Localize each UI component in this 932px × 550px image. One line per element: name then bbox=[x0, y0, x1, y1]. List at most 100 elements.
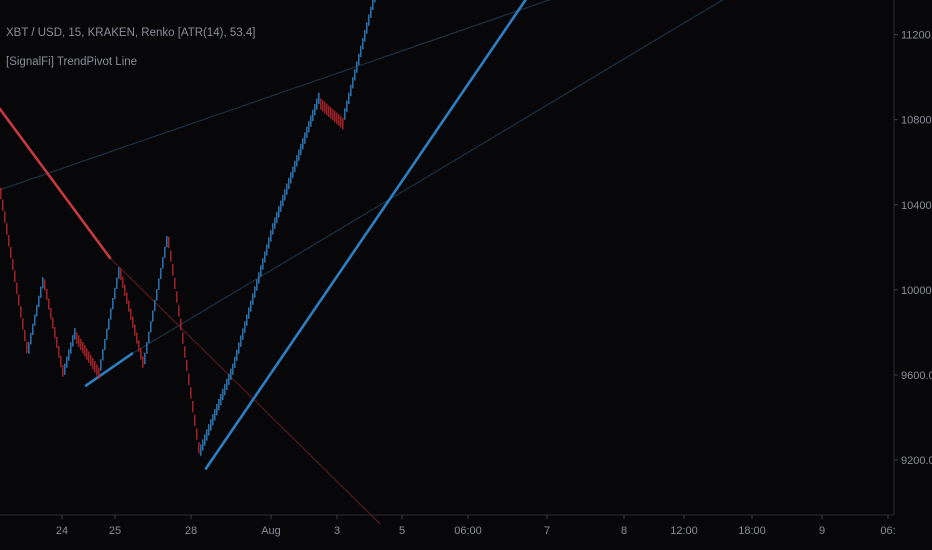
renko-brick-up bbox=[316, 98, 318, 110]
renko-brick-up bbox=[362, 37, 364, 50]
renko-brick-up bbox=[310, 115, 312, 127]
renko-brick-up bbox=[372, 0, 374, 11]
renko-brick-up bbox=[258, 272, 260, 284]
renko-brick-up bbox=[346, 100, 348, 112]
renko-brick-up bbox=[240, 335, 242, 347]
renko-brick-up bbox=[368, 14, 370, 26]
renko-brick-up bbox=[296, 155, 298, 167]
pivot-line-support[interactable] bbox=[84, 352, 134, 387]
renko-brick-up bbox=[204, 434, 206, 446]
renko-brick-down bbox=[334, 110, 336, 123]
renko-brick-up bbox=[352, 77, 354, 89]
renko-brick-up bbox=[148, 331, 150, 344]
pivot-line-resistance[interactable] bbox=[0, 107, 112, 260]
renko-brick-down bbox=[26, 341, 28, 354]
x-tick-label: 06:00 bbox=[454, 525, 482, 537]
renko-brick-down bbox=[196, 428, 198, 440]
renko-brick-down bbox=[168, 236, 170, 249]
renko-brick-up bbox=[156, 289, 158, 301]
renko-brick-down bbox=[90, 354, 92, 367]
renko-brick-up bbox=[114, 287, 116, 300]
renko-brick-down bbox=[326, 103, 328, 116]
renko-brick-down bbox=[170, 250, 172, 262]
renko-brick-down bbox=[92, 357, 94, 370]
renko-brick-down bbox=[78, 335, 80, 347]
renko-brick-up bbox=[244, 321, 246, 333]
x-tick-label: 7 bbox=[544, 525, 550, 537]
renko-brick-up bbox=[228, 373, 230, 386]
renko-brick-up bbox=[146, 342, 148, 354]
renko-brick-up bbox=[224, 383, 226, 396]
renko-brick-down bbox=[46, 288, 48, 301]
renko-brick-up bbox=[300, 143, 302, 156]
x-tick-label: 12:00 bbox=[670, 525, 698, 537]
renko-brick-up bbox=[360, 45, 362, 58]
renko-brick-down bbox=[134, 324, 136, 336]
renko-brick-up bbox=[234, 356, 236, 368]
x-axis[interactable]: 24 25 28 Aug 3 5 06:00 7 8 12:00 18:00 9 06: bbox=[56, 515, 896, 537]
x-tick-label: 3 bbox=[334, 525, 340, 537]
pivot-line-support[interactable] bbox=[204, 0, 528, 470]
symbol-legend[interactable]: XBT / USD, 15, KRAKEN, Renko [ATR(14), 5… bbox=[6, 27, 256, 39]
renko-brick-down bbox=[330, 107, 332, 119]
renko-brick-down bbox=[138, 340, 140, 352]
renko-brick-up bbox=[112, 298, 114, 310]
renko-brick-up bbox=[254, 286, 256, 298]
x-tick-label: 28 bbox=[185, 525, 197, 537]
renko-bricks-layer bbox=[0, 0, 376, 456]
renko-brick-up bbox=[152, 310, 154, 322]
renko-brick-up bbox=[344, 108, 346, 120]
renko-brick-up bbox=[144, 352, 146, 365]
renko-brick-up bbox=[288, 177, 290, 190]
renko-brick-up bbox=[306, 126, 308, 139]
renko-brick-up bbox=[294, 160, 296, 173]
renko-brick-down bbox=[178, 305, 180, 317]
renko-brick-up bbox=[102, 349, 104, 361]
renko-brick-up bbox=[74, 328, 76, 340]
renko-brick-down bbox=[338, 114, 340, 126]
renko-brick-down bbox=[186, 359, 188, 372]
renko-brick-up bbox=[282, 194, 284, 207]
renko-brick-down bbox=[80, 338, 82, 351]
renko-brick-down bbox=[322, 100, 324, 112]
renko-brick-down bbox=[132, 316, 134, 328]
renko-brick-up bbox=[104, 338, 106, 351]
renko-brick-down bbox=[142, 356, 144, 368]
renko-brick-up bbox=[256, 279, 258, 291]
renko-brick-down bbox=[172, 264, 174, 276]
renko-brick-up bbox=[348, 92, 350, 105]
y-tick-label: 11200.0 bbox=[901, 30, 932, 42]
renko-brick-down bbox=[182, 332, 184, 344]
renko-brick-down bbox=[4, 211, 6, 223]
renko-brick-up bbox=[36, 305, 38, 317]
renko-brick-down bbox=[88, 351, 90, 363]
renko-brick-up bbox=[366, 22, 368, 34]
renko-brick-down bbox=[76, 332, 78, 344]
renko-brick-up bbox=[266, 244, 268, 256]
renko-brick-down bbox=[58, 346, 60, 358]
x-tick-label: 18:00 bbox=[738, 525, 766, 537]
x-tick-label: 5 bbox=[399, 525, 405, 537]
renko-brick-up bbox=[34, 314, 36, 326]
renko-brick-down bbox=[48, 298, 50, 310]
renko-brick-up bbox=[252, 293, 254, 305]
renko-brick-down bbox=[54, 327, 56, 339]
x-tick-label: 9 bbox=[819, 525, 825, 537]
renko-brick-up bbox=[260, 265, 262, 277]
renko-brick-up bbox=[250, 300, 252, 312]
y-tick-label: 10400.0 bbox=[901, 200, 932, 212]
indicator-legend[interactable]: [SignalFi] TrendPivot Line bbox=[6, 56, 138, 68]
renko-brick-up bbox=[264, 251, 266, 263]
renko-brick-up bbox=[64, 363, 66, 375]
renko-brick-down bbox=[336, 112, 338, 124]
renko-brick-up bbox=[304, 132, 306, 144]
renko-brick-down bbox=[12, 258, 14, 271]
renko-brick-down bbox=[2, 199, 4, 211]
y-axis[interactable]: 9200.0 9600.0 10000.0 10400.0 10800.0 11200.0… bbox=[894, 0, 932, 467]
renko-brick-up bbox=[202, 439, 204, 451]
renko-brick-up bbox=[30, 332, 32, 345]
renko-brick-down bbox=[180, 318, 182, 331]
renko-brick-up bbox=[248, 307, 250, 319]
renko-brick-down bbox=[98, 367, 100, 379]
